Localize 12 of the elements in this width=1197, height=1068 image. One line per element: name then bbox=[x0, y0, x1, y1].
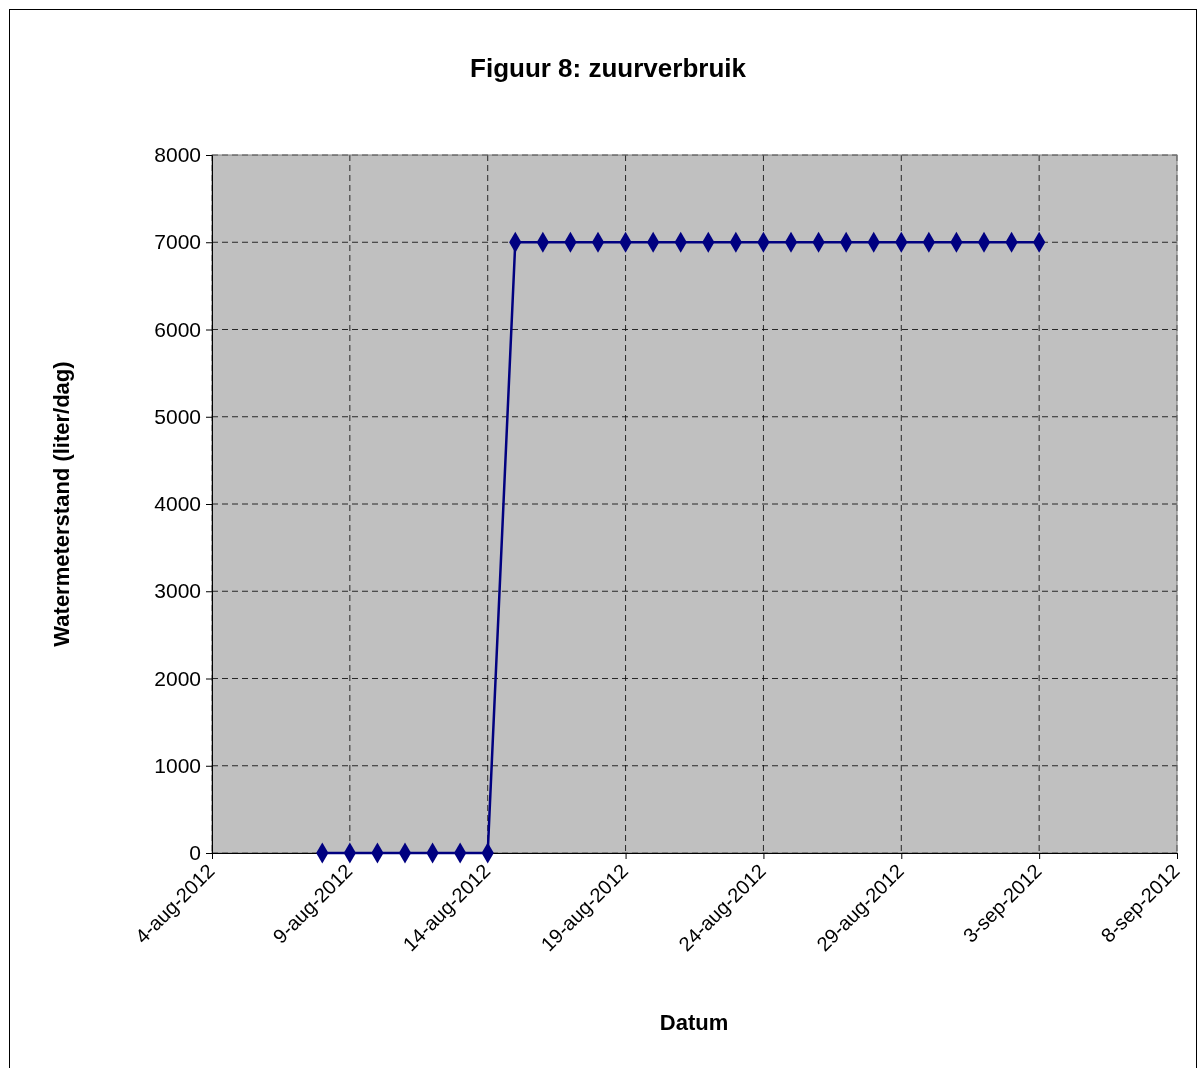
chart-title: Figuur 8: zuurverbruik bbox=[470, 53, 747, 83]
y-tick-label: 7000 bbox=[154, 230, 201, 254]
y-axis-title: Watermeterstand (liter/dag) bbox=[49, 361, 74, 647]
y-tick-label: 8000 bbox=[154, 143, 201, 167]
y-tick-label: 4000 bbox=[154, 492, 201, 516]
y-tick-label: 6000 bbox=[154, 317, 201, 341]
y-tick-label: 3000 bbox=[154, 579, 201, 603]
y-tick-label: 2000 bbox=[154, 666, 201, 690]
y-tick-label: 1000 bbox=[154, 753, 201, 777]
x-axis-title: Datum bbox=[659, 1010, 729, 1035]
y-tick-label: 0 bbox=[189, 841, 201, 865]
y-tick-label: 5000 bbox=[154, 404, 201, 428]
